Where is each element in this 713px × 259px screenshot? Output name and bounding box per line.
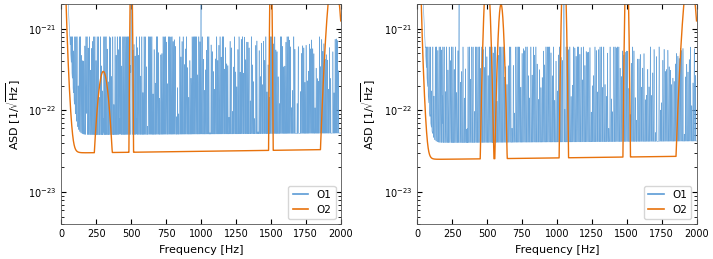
Line: O2: O2 [419, 0, 697, 159]
O1 [429, 132, 438, 135]
X-axis label: Frequency [Hz]: Frequency [Hz] [515, 245, 599, 255]
O1 [456, 141, 464, 144]
O2 [73, 150, 82, 153]
O2 [456, 157, 464, 161]
Legend: O1, O2: O1, O2 [288, 186, 336, 219]
X-axis label: Frequency [Hz]: Frequency [Hz] [159, 245, 243, 255]
O1 [227, 132, 236, 135]
Legend: O1, O2: O1, O2 [644, 186, 692, 219]
Y-axis label: ASD $[1/\sqrt{\mathrm{Hz}}]$: ASD $[1/\sqrt{\mathrm{Hz}}]$ [4, 79, 23, 149]
O1 [444, 141, 453, 144]
O1 [560, 109, 569, 112]
O1 [205, 57, 213, 60]
O2 [337, 19, 345, 23]
O2 [201, 150, 210, 153]
O2 [205, 150, 213, 153]
O1 [557, 69, 565, 72]
O2 [692, 19, 701, 23]
O1 [73, 121, 82, 125]
O2 [227, 149, 236, 153]
O2 [429, 157, 438, 160]
O2 [436, 158, 444, 161]
O2 [557, 32, 565, 35]
O1 [130, 133, 139, 136]
O2 [130, 151, 139, 154]
O1 [692, 139, 701, 142]
O1 [486, 59, 495, 62]
Y-axis label: ASD $[1/\sqrt{\mathrm{Hz}}]$: ASD $[1/\sqrt{\mathrm{Hz}}]$ [360, 79, 379, 149]
O1 [201, 132, 210, 135]
Line: O1: O1 [419, 0, 697, 143]
O1 [337, 132, 345, 135]
O1 [583, 68, 592, 71]
O2 [100, 70, 108, 74]
O1 [90, 133, 98, 136]
O2 [583, 156, 592, 159]
Line: O2: O2 [63, 0, 341, 153]
O2 [81, 151, 90, 154]
O1 [100, 58, 108, 61]
O2 [486, 19, 495, 22]
Line: O1: O1 [63, 0, 341, 135]
